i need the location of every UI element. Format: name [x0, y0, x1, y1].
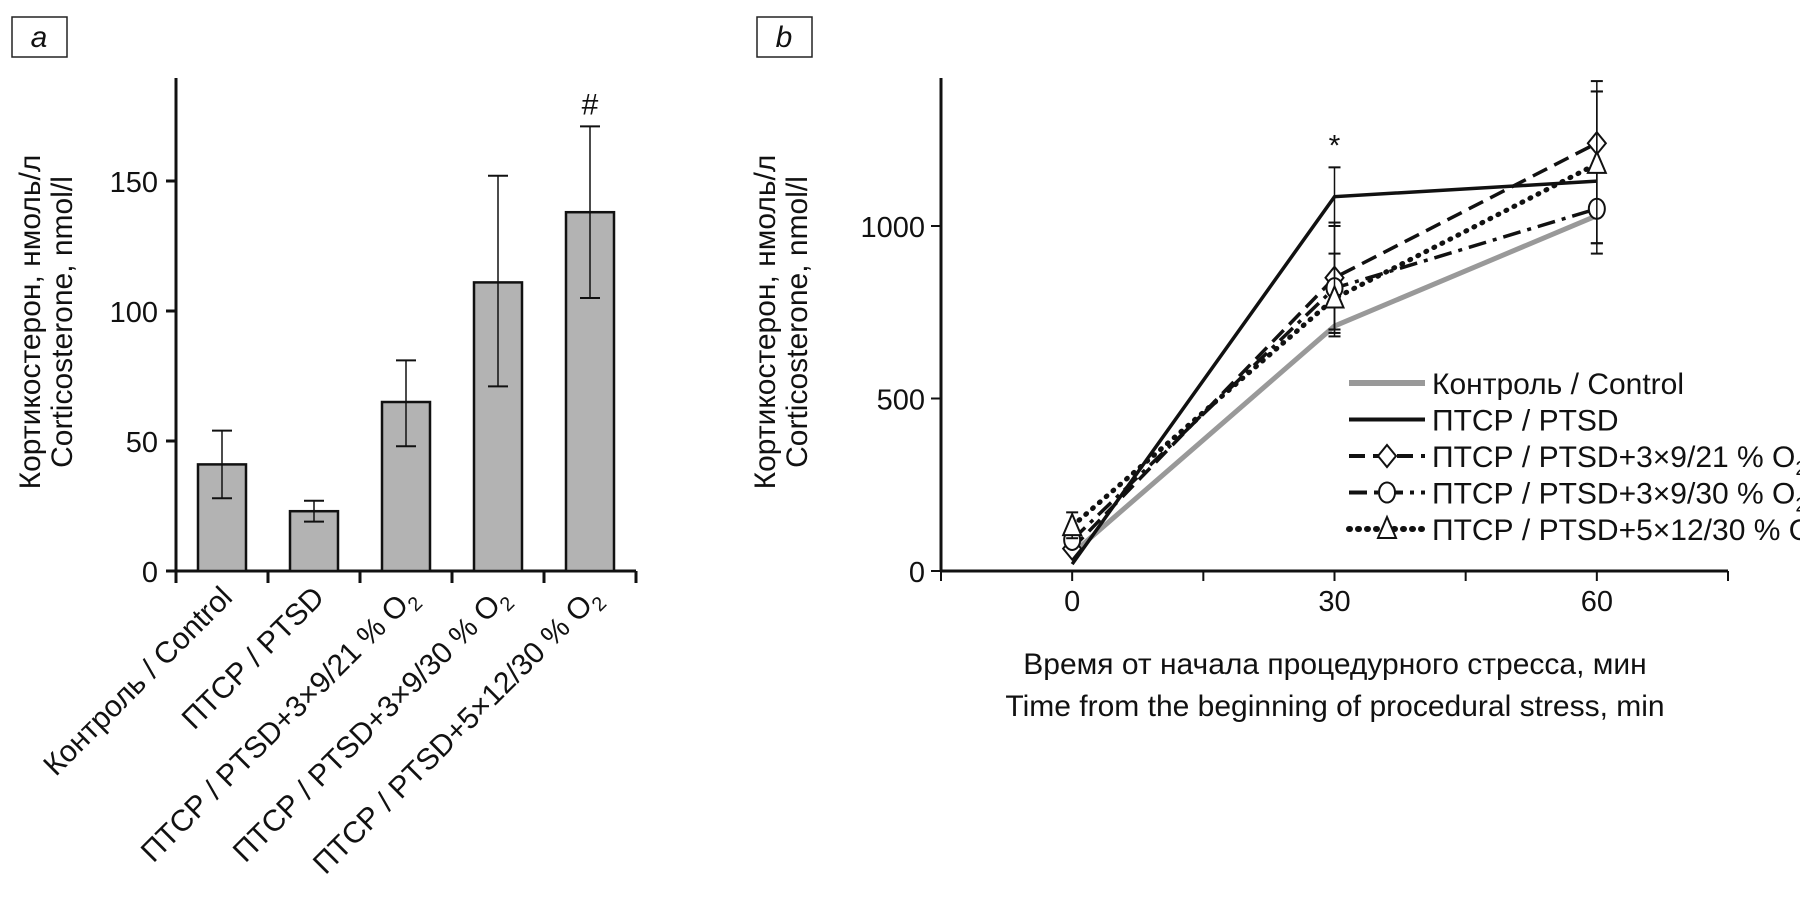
- x-tick-label: 0: [1064, 586, 1080, 618]
- y-tick-label: 50: [126, 427, 158, 459]
- panel-label: a: [31, 21, 48, 54]
- legend-label-main: ПТСР / PTSD+3×9/21 % O: [1432, 441, 1795, 474]
- triangle-marker: [1323, 283, 1346, 309]
- legend-label: Контроль / Control: [1432, 368, 1684, 401]
- significance-mark: *: [1329, 129, 1341, 162]
- y-tick-label: 150: [110, 167, 158, 199]
- panel-a: a 0 50 100 150 Кортикостерон, нмоль/л Corticos…: [11, 16, 638, 881]
- panel-label-box: [11, 16, 68, 58]
- x-tick-label: 60: [1581, 586, 1613, 618]
- legend-label-main: ПТСР / PTSD: [1432, 405, 1619, 438]
- legend-label-subscript: 2: [1795, 458, 1800, 480]
- triangle-marker: [1061, 511, 1083, 537]
- series-line: [1070, 179, 1597, 566]
- y-tick-label: 100: [110, 297, 158, 329]
- series-4: [1061, 90, 1608, 540]
- legend-label: ПТСР / PTSD: [1432, 405, 1619, 438]
- panel-label-box: [756, 16, 813, 58]
- y-tick-label: 1000: [860, 212, 925, 244]
- y-tick-label: 0: [142, 557, 158, 589]
- legend-label-main: ПТСР / PTSD+5×12/30 % O: [1432, 514, 1800, 547]
- legend-label-subscript: 2: [1795, 495, 1800, 517]
- diamond-marker: [1376, 443, 1398, 469]
- y-tick-label: 0: [909, 557, 925, 589]
- legend-label: ПТСР / PTSD+5×12/30 % O2: [1432, 514, 1800, 553]
- significance-mark: #: [582, 88, 599, 121]
- series-line: [1069, 161, 1600, 529]
- triangle-marker: [1376, 514, 1398, 539]
- panel-b: b 0 30 60 0 500 1000 Время от начала процедурно…: [749, 16, 1800, 723]
- y-axis-title-line: Corticosterone, nmol/l: [781, 176, 814, 468]
- x-axis-title-line: Время от начала процедурного стресса, ми…: [1023, 648, 1646, 681]
- triangle-marker: [1586, 149, 1608, 174]
- x-axis-title-line: Time from the beginning of procedural st…: [1005, 690, 1664, 723]
- y-axis-title-line: Corticosterone, nmol/l: [46, 176, 79, 468]
- legend-label-main: Контроль / Control: [1432, 368, 1684, 401]
- y-axis-title: Кортикостерон, нмоль/л Corticosterone, nm…: [749, 155, 814, 490]
- y-tick-label: 500: [877, 385, 925, 417]
- y-axis-title-line: Кортикостерон, нмоль/л: [14, 155, 47, 490]
- legend-label-main: ПТСР / PTSD+3×9/30 % O: [1432, 478, 1795, 511]
- panel-label: b: [776, 21, 793, 54]
- y-axis-title-line: Кортикостерон, нмоль/л: [749, 155, 782, 490]
- x-tick-label: 30: [1318, 586, 1350, 618]
- circle-marker: [1378, 481, 1396, 504]
- y-axis-title: Кортикостерон, нмоль/л Corticosterone, nm…: [14, 155, 79, 490]
- legend-label: ПТСР / PTSD+3×9/21 % O2: [1432, 441, 1800, 480]
- legend-label: ПТСР / PTSD+3×9/30 % O2: [1432, 478, 1800, 517]
